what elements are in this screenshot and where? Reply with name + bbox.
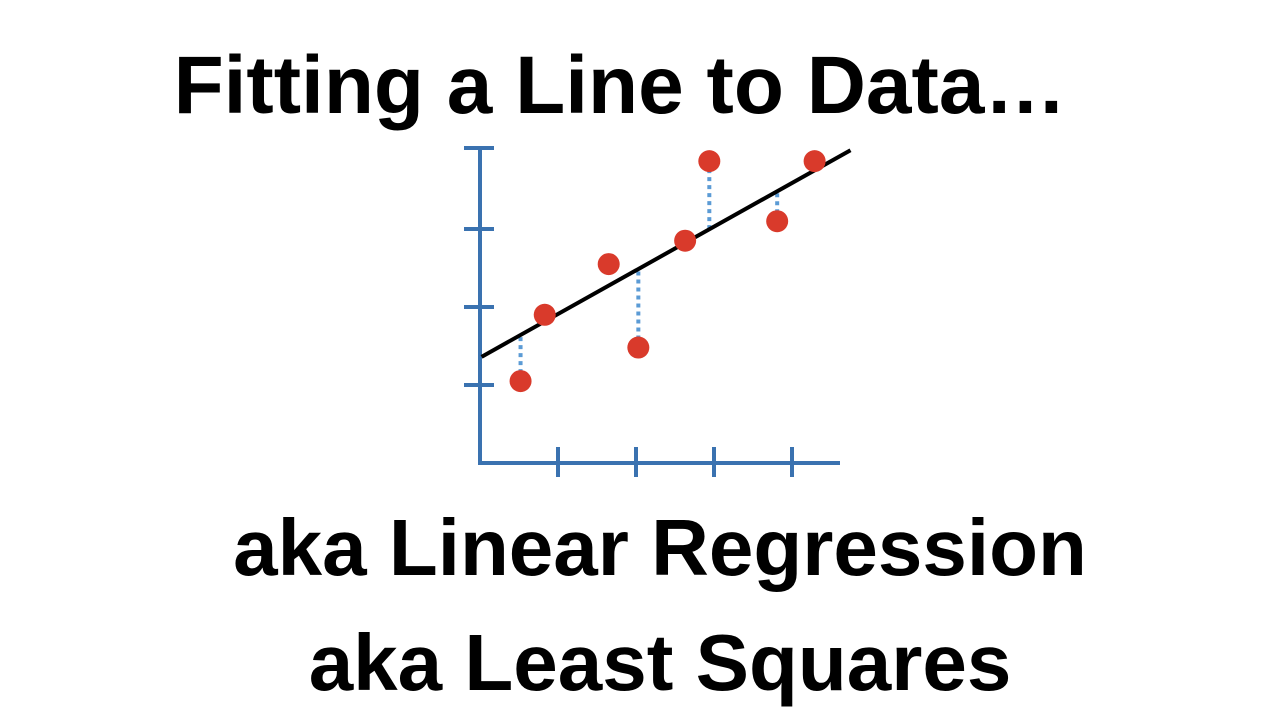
data-points xyxy=(509,150,826,393)
subtitle-linear-regression: aka Linear Regression xyxy=(233,503,1087,592)
data-point-3 xyxy=(597,253,620,276)
data-point-8 xyxy=(803,150,826,173)
data-point-2 xyxy=(533,303,556,326)
data-point-6 xyxy=(698,150,721,173)
slide-title: Fitting a Line to Data… xyxy=(173,40,1067,131)
subtitle-least-squares: aka Least Squares xyxy=(308,618,1012,707)
data-point-5 xyxy=(674,229,697,252)
data-point-4 xyxy=(627,336,650,359)
fit-line-group xyxy=(480,148,852,359)
fit-line xyxy=(480,148,852,359)
residual-lines xyxy=(518,161,780,382)
data-point-1 xyxy=(509,370,532,393)
axes xyxy=(464,146,840,477)
data-point-7 xyxy=(766,210,789,233)
